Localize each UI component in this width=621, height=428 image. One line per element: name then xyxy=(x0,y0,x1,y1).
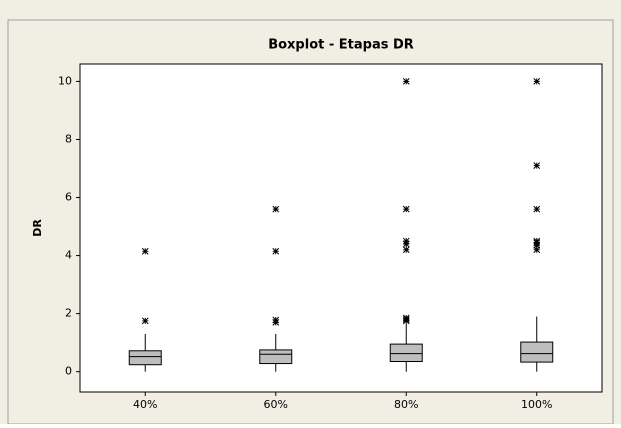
outlier xyxy=(533,162,541,169)
outlier xyxy=(402,314,410,322)
y-tick-label: 6 xyxy=(65,191,72,204)
y-tick-label: 4 xyxy=(65,249,72,262)
x-tick-label: 80% xyxy=(394,398,418,411)
outlier xyxy=(402,246,410,254)
box xyxy=(389,343,423,363)
box xyxy=(128,350,162,366)
plot-area xyxy=(79,63,603,393)
chart-title: Boxplot - Etapas DR xyxy=(268,38,414,53)
x-tick-label: 100% xyxy=(521,398,552,411)
y-tick-label: 8 xyxy=(65,132,72,145)
y-tick-label: 0 xyxy=(65,365,72,378)
outlier xyxy=(533,78,541,85)
outlier xyxy=(533,205,541,213)
outlier xyxy=(533,237,541,245)
outlier xyxy=(141,247,149,255)
outlier xyxy=(402,205,410,213)
y-tick-label: 10 xyxy=(58,74,72,87)
y-axis-label: DR xyxy=(31,219,44,237)
outlier xyxy=(402,237,410,245)
x-tick-label: 40% xyxy=(133,398,157,411)
outlier xyxy=(402,78,410,85)
x-tick-label: 60% xyxy=(264,398,288,411)
box xyxy=(520,341,554,363)
outlier xyxy=(141,317,149,325)
outlier xyxy=(533,246,541,254)
outlier xyxy=(272,205,280,213)
box xyxy=(259,349,293,365)
y-tick-label: 2 xyxy=(65,307,72,320)
outlier xyxy=(272,316,280,324)
outlier xyxy=(272,247,280,255)
